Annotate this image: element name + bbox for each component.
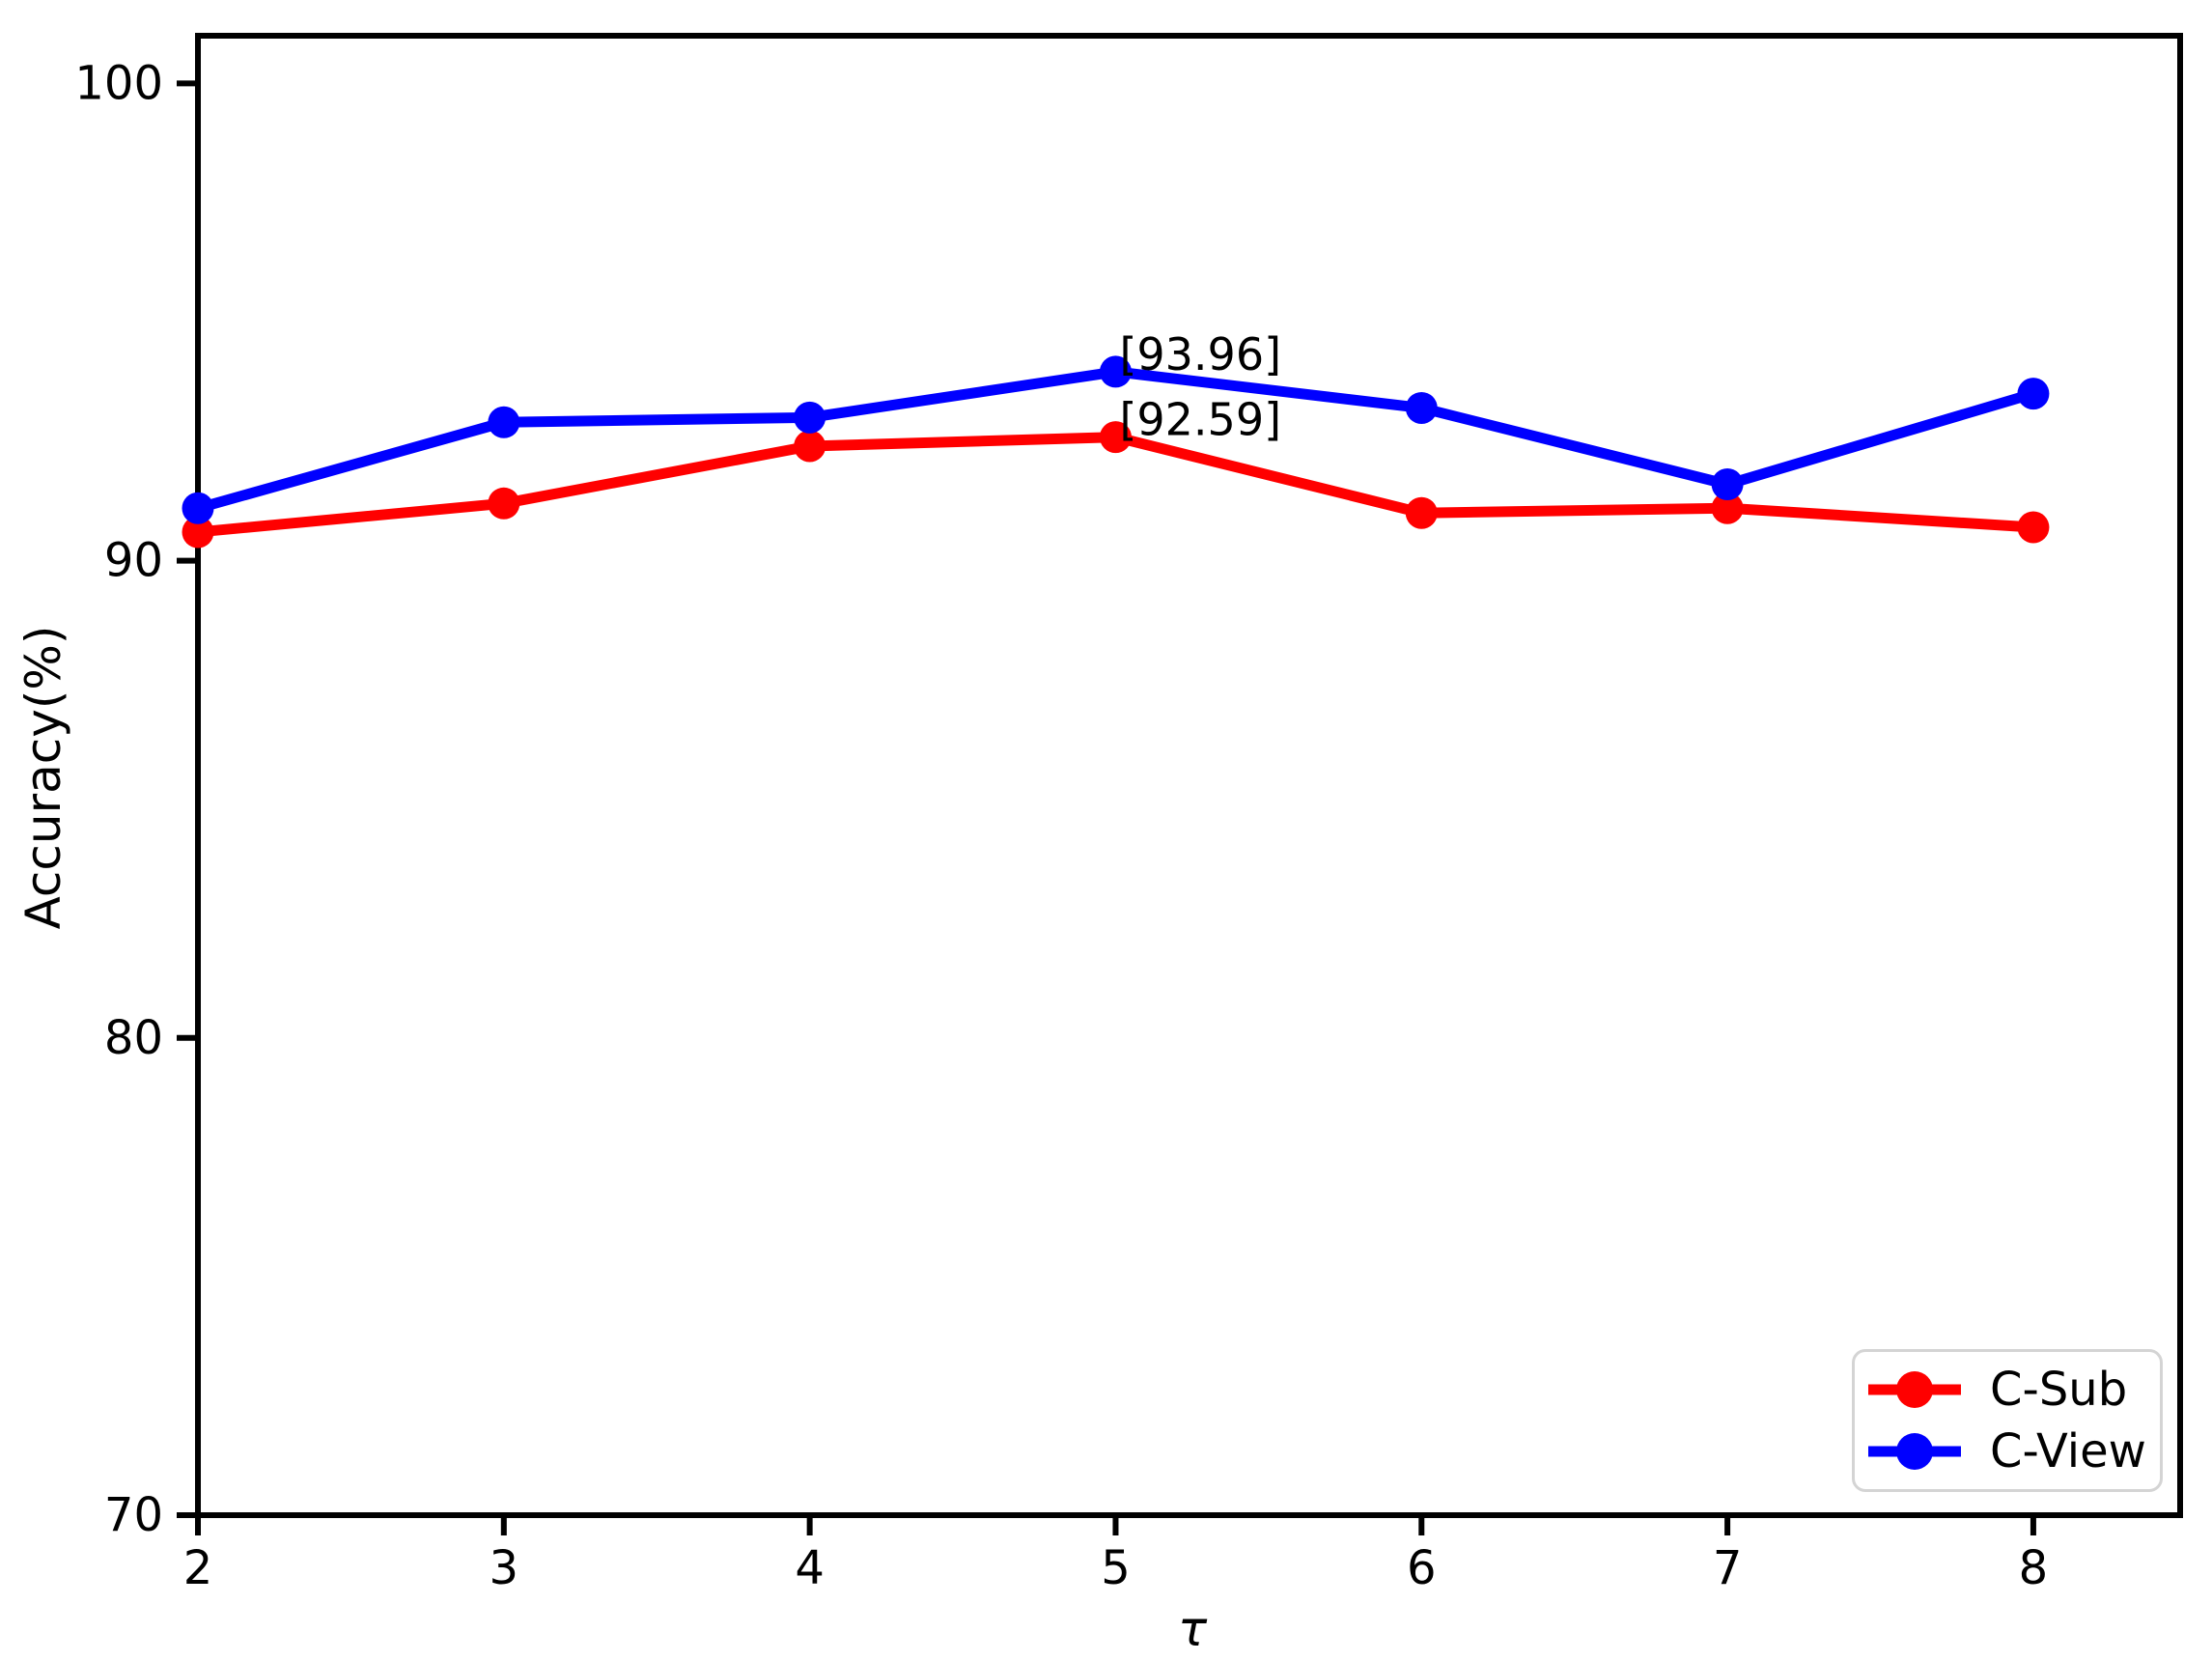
x-tick-label: 7 <box>1713 1541 1743 1595</box>
x-tick-label: 5 <box>1101 1541 1131 1595</box>
c-sub-line-marker-icon <box>1868 1371 1961 1409</box>
axes-layer: 2 3 4 5 6 7 8 70 80 90 100 <box>74 33 2183 1595</box>
legend-item-c-view: C-View <box>1864 1428 2160 1475</box>
x-tick-label: 6 <box>1407 1541 1437 1595</box>
data-point-marker-c-sub <box>794 430 826 463</box>
y-tick-label: 70 <box>104 1488 163 1542</box>
data-point-marker-c-sub <box>1099 421 1132 454</box>
data-point-marker-c-sub <box>1711 492 1744 524</box>
data-point-marker-c-view <box>488 406 520 438</box>
data-point-marker-c-sub <box>2017 511 2050 544</box>
y-tick-label: 80 <box>104 1011 163 1065</box>
point-value-annotation: [92.59] <box>1119 394 1281 446</box>
x-axis-label: τ <box>1177 1601 1208 1657</box>
data-point-marker-c-sub <box>488 487 520 520</box>
data-point-marker-c-view <box>1099 355 1132 388</box>
x-tick-label: 8 <box>2019 1541 2049 1595</box>
y-axis-label: Accuracy(%) <box>15 625 71 930</box>
data-point-marker-c-view <box>1405 391 1438 424</box>
annotation-layer: [93.96] [92.59] <box>1119 328 1281 446</box>
plot-spines <box>195 33 2183 1518</box>
point-value-annotation: [93.96] <box>1119 328 1281 380</box>
series-layer <box>182 355 2050 549</box>
data-point-marker-c-sub <box>182 516 214 549</box>
data-point-marker-c-view <box>182 492 214 524</box>
data-point-marker-c-view <box>1711 468 1744 501</box>
y-tick-label: 90 <box>104 534 163 588</box>
y-tick-label: 100 <box>74 56 163 110</box>
legend-item-c-sub: C-Sub <box>1864 1366 2160 1413</box>
x-tick-label: 4 <box>795 1541 825 1595</box>
data-point-marker-c-sub <box>1405 496 1438 529</box>
x-tick-label: 3 <box>490 1541 519 1595</box>
legend-label-c-view: C-View <box>1990 1423 2146 1478</box>
legend-label-c-sub: C-Sub <box>1990 1363 2128 1418</box>
legend: C-Sub C-View <box>1852 1349 2163 1492</box>
x-tick-label: 2 <box>183 1541 213 1595</box>
data-point-marker-c-view <box>794 401 826 434</box>
c-view-line-marker-icon <box>1868 1432 1961 1470</box>
data-point-marker-c-view <box>2017 378 2050 410</box>
